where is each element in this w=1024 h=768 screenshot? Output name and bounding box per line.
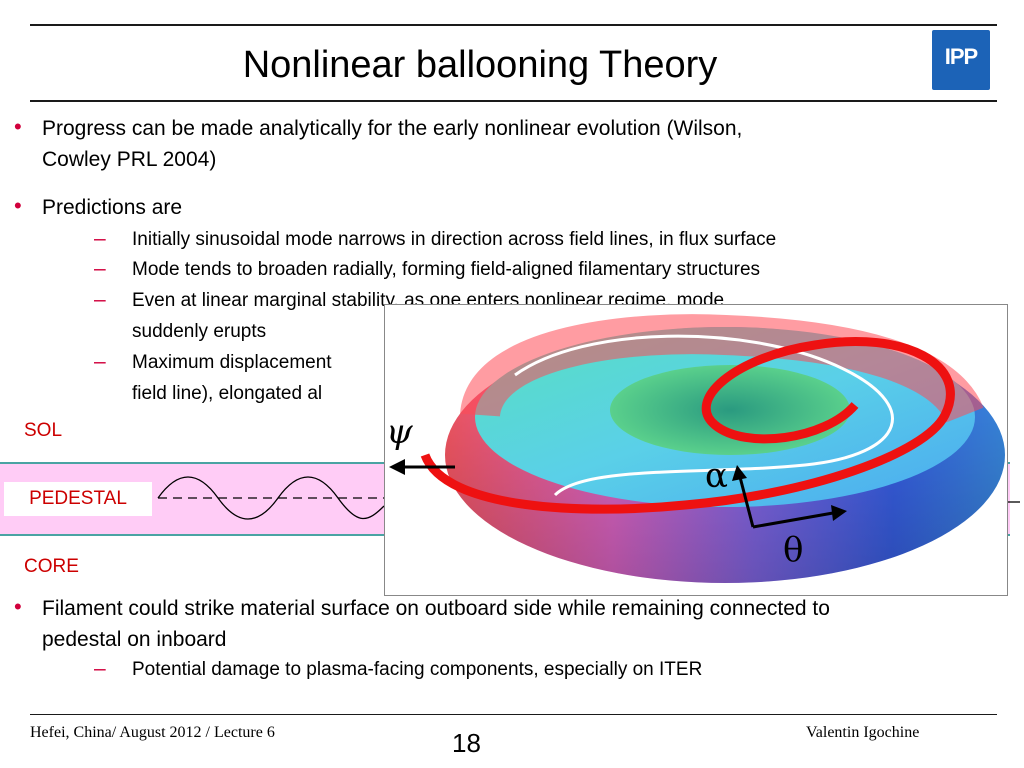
sol-label: SOL: [24, 420, 63, 441]
red-filament: [420, 337, 955, 514]
sub-bullet-dash: –: [94, 227, 106, 250]
psi-arrowhead: [389, 459, 405, 475]
white-field-line: [514, 334, 894, 497]
slide-title: Nonlinear ballooning Theory: [242, 44, 718, 86]
bullet-dot: •: [14, 594, 22, 619]
sinusoidal-mode-curve: [157, 476, 385, 520]
alpha-symbol: α: [705, 456, 728, 496]
bullet-3-line1: Filament could strike material surface o…: [42, 597, 830, 620]
bullet-2: • Predictions are: [14, 192, 942, 223]
bullet-dot: •: [14, 193, 22, 218]
title-rule: [30, 100, 997, 102]
bullet-2-text: Predictions are: [42, 196, 183, 219]
sub-bullet-dash: –: [94, 257, 106, 280]
bullet-dot: •: [14, 114, 22, 139]
psi-symbol: ψ: [386, 412, 413, 452]
bullet-1-line1: Progress can be made analytically for th…: [42, 117, 743, 140]
sub-bullet-4-line2: field line), elongated al: [132, 383, 323, 404]
sub-bullet-dash: –: [94, 288, 106, 311]
sub-bullet-dash: –: [94, 657, 106, 680]
sub-bullet-5: – Potential damage to plasma-facing comp…: [94, 654, 1012, 685]
sub-bullet-2: – Mode tends to broaden radially, formin…: [94, 254, 1012, 285]
sub-bullet-dash: –: [94, 350, 106, 373]
top-rule: [30, 24, 997, 26]
core-label: CORE: [24, 556, 79, 577]
torus-image: α θ: [384, 304, 1008, 596]
theta-arrowhead: [831, 505, 847, 521]
sub-bullet-3-line2: suddenly erupts: [132, 321, 267, 342]
alpha-arrowhead: [732, 465, 747, 481]
torus-back-rim: [460, 314, 984, 424]
sub-bullet-1: – Initially sinusoidal mode narrows in d…: [94, 224, 1012, 255]
sub-bullet-4-line1: Maximum displacement: [132, 352, 332, 373]
sub-bullet-1-text: Initially sinusoidal mode narrows in dir…: [132, 229, 777, 250]
bullet-3-line2: pedestal on inboard: [42, 628, 227, 651]
footer-author: Valentin Igochine: [806, 724, 920, 741]
torus-illustration: α θ: [389, 314, 1005, 583]
alpha-vector: [738, 476, 755, 528]
pedestal-wave-diagram: [157, 476, 1020, 520]
footer-rule: [30, 714, 997, 715]
sub-bullet-5-text: Potential damage to plasma-facing compon…: [132, 659, 703, 680]
pedestal-label: PEDESTAL: [4, 482, 152, 516]
footer-left-text: Hefei, China/ August 2012 / Lecture 6: [30, 724, 275, 741]
sub-bullet-4: – Maximum displacement field line), elon…: [94, 347, 1012, 409]
bullet-3: • Filament could strike material surface…: [14, 593, 1017, 655]
theta-symbol: θ: [783, 530, 803, 570]
bullet-1-line2: Cowley PRL 2004): [42, 148, 217, 171]
theta-vector: [752, 511, 834, 529]
sub-bullet-2-text: Mode tends to broaden radially, forming …: [132, 259, 761, 280]
page-number: 18: [452, 728, 481, 758]
logo-text: IPP: [944, 44, 978, 69]
bullet-1: • Progress can be made analytically for …: [14, 113, 1012, 175]
ipp-logo: IPP: [932, 30, 990, 90]
